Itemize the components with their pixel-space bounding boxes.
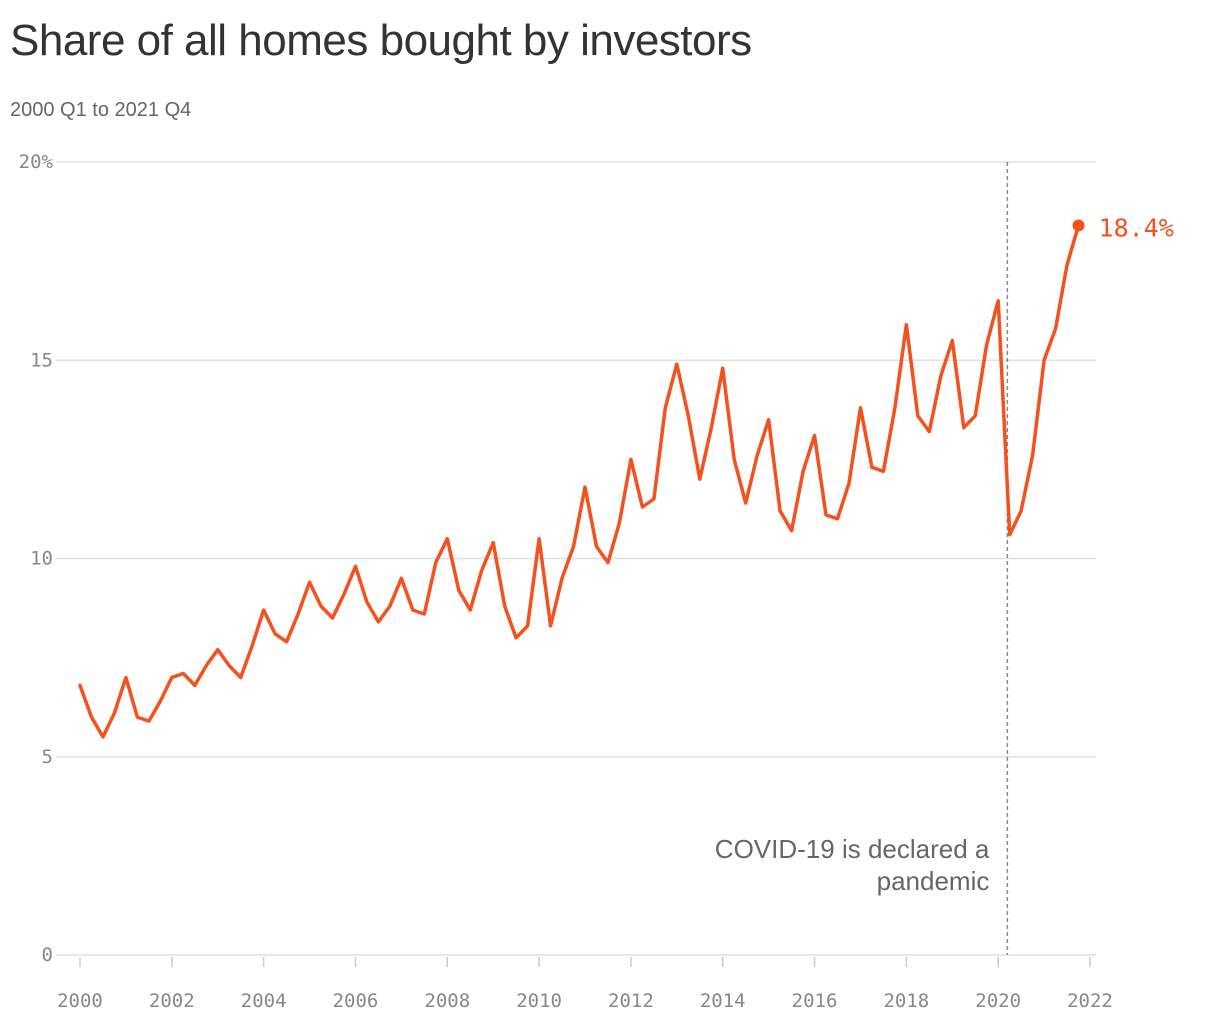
y-tick-label-10: 10: [30, 548, 53, 570]
x-tick-label-2004: 2004: [241, 990, 287, 1012]
x-tick-label-2016: 2016: [792, 990, 838, 1012]
y-axis: 0 5 10 15 20%: [19, 151, 54, 966]
y-tick-label-5: 5: [42, 746, 53, 768]
annotation-text-line-1: COVID-19 is declared a: [715, 834, 990, 864]
series-line-1: [78, 223, 1081, 739]
x-tick-label-2006: 2006: [333, 990, 379, 1012]
x-tick-label-2000: 2000: [57, 990, 103, 1012]
y-tick-label-20: 20%: [19, 151, 54, 173]
annotation-text-line-2: pandemic: [877, 866, 990, 896]
x-tick-label-2018: 2018: [883, 990, 929, 1012]
x-tick-label-2014: 2014: [700, 990, 746, 1012]
x-tick-label-2012: 2012: [608, 990, 654, 1012]
x-tick-label-2002: 2002: [149, 990, 195, 1012]
y-tick-label-0: 0: [42, 944, 53, 966]
x-tick-label-2020: 2020: [975, 990, 1021, 1012]
x-tick-label-2022: 2022: [1067, 990, 1113, 1012]
chart-subtitle: 2000 Q1 to 2021 Q4: [10, 99, 192, 121]
end-value-label: 18.4%: [1099, 213, 1174, 242]
y-tick-label-15: 15: [30, 349, 53, 371]
x-tick-label-2008: 2008: [424, 990, 470, 1012]
end-point-marker: [1072, 219, 1085, 232]
grid-lines: [56, 161, 1096, 956]
series-layer: 18.4%: [78, 213, 1174, 739]
chart-title: Share of all homes bought by investors: [10, 16, 752, 65]
x-axis: 2000 2002 2004 2006 2008 2010 2012 2014 2016 2018…: [57, 957, 1113, 1012]
x-tick-label-2010: 2010: [516, 990, 562, 1012]
